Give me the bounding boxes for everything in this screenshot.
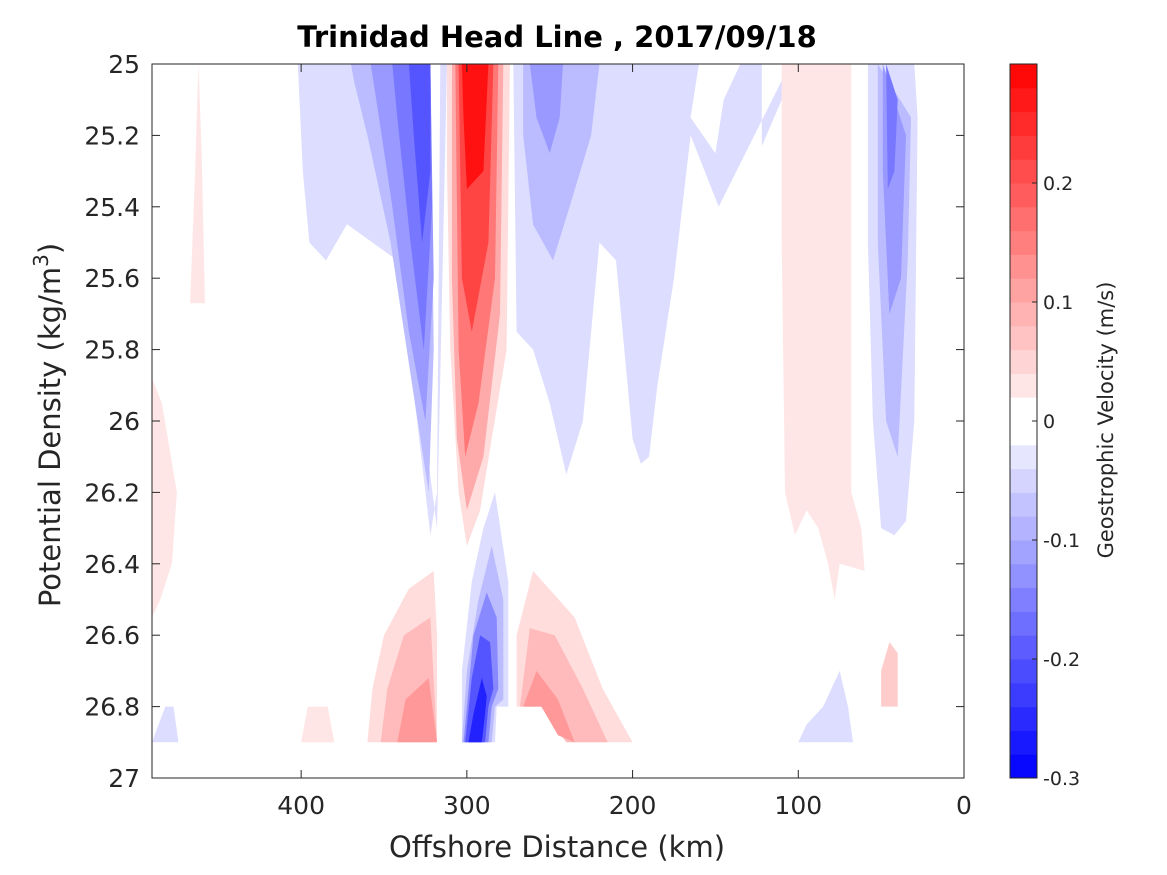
colorbar-segment: [1010, 64, 1037, 89]
contour-offshore-pos-upper: [185, 64, 205, 304]
colorbar-tick-label: 0.2: [1043, 173, 1073, 195]
contour-nearshore-neg-4: [886, 64, 898, 189]
colorbar-segment: [1010, 611, 1037, 636]
colorbar-segment: [1010, 659, 1037, 684]
colorbar-tick-label: -0.1: [1043, 530, 1080, 552]
x-tick-label: 0: [956, 791, 972, 820]
colorbar-segment: [1010, 230, 1037, 255]
colorbar-segment: [1010, 135, 1037, 160]
plot-area: [151, 63, 965, 779]
colorbar-segment: [1010, 492, 1037, 517]
y-tick-label: 27: [108, 764, 140, 793]
chart-title: Trinidad Head Line , 2017/09/18: [297, 20, 817, 54]
x-tick-label: 100: [774, 791, 822, 820]
x-tick-label: 400: [277, 791, 325, 820]
colorbar-segment: [1010, 325, 1037, 351]
y-axis-label-end: ): [33, 243, 67, 254]
contour-east-neg-3: [529, 64, 563, 154]
contour-deep-pos-e-2: [519, 628, 608, 743]
velocity-field: [152, 64, 918, 743]
colorbar-segment: [1010, 730, 1037, 755]
contour-west-neg-outer: [297, 64, 447, 536]
colorbar: -0.3 -0.2 -0.1 0 0.1 0.2: [1009, 63, 1080, 790]
contour-deep-neg-coast: [798, 670, 853, 743]
y-tick-label: 25.6: [84, 264, 140, 293]
colorbar-tick-label: -0.3: [1043, 768, 1080, 790]
contour-deep-pos-w-3: [397, 678, 437, 743]
colorbar-tick-label: 0.1: [1043, 292, 1073, 314]
y-tick-label: 25: [108, 50, 140, 79]
contour-deep-pos-e-3: [523, 670, 575, 743]
y-axis-label: Potential Density (kg/m3): [29, 243, 67, 607]
contour-deep-neg-small-1: [152, 706, 179, 743]
colorbar-segment: [1010, 349, 1037, 374]
contour-coastal-pos: [781, 64, 865, 600]
x-axis-label: Offshore Distance (km): [389, 830, 725, 864]
y-tick-label: 26: [108, 407, 140, 436]
y-tick-label: 26.8: [84, 693, 140, 722]
colorbar-segment: [1010, 159, 1037, 184]
colorbar-segment: [1010, 206, 1037, 232]
colorbar-segment: [1010, 587, 1037, 612]
contour-east-neg-outer: [513, 64, 790, 475]
colorbar-segment: [1010, 516, 1037, 541]
colorbar-segment: [1010, 254, 1037, 279]
colorbar-segment: [1010, 540, 1037, 565]
colorbar-segment: [1010, 183, 1037, 208]
contour-deep-neg-4: [465, 635, 494, 743]
colorbar-segment: [1010, 421, 1037, 446]
y-axis-ticks: 25 25.2 25.4 25.6 25.8 26 26.2 26.4 26.6 26.8 27: [84, 50, 964, 793]
colorbar-tick-label: -0.2: [1043, 649, 1080, 671]
colorbar-segment: [1010, 397, 1037, 422]
colorbar-segment: [1010, 468, 1037, 493]
y-axis-label-sup: 3: [29, 254, 53, 267]
y-tick-label: 26.6: [84, 621, 140, 650]
y-axis-label-base: Potential Density (kg/m: [33, 267, 67, 607]
contour-deep-pos-small-1: [301, 706, 335, 743]
contour-jet-5: [461, 64, 489, 189]
y-tick-label: 26.4: [84, 550, 140, 579]
y-tick-label: 25.8: [84, 336, 140, 365]
contour-deep-neg-5: [468, 678, 487, 743]
colorbar-segment: [1010, 754, 1037, 779]
colorbar-segment: [1010, 635, 1037, 660]
colorbar-segment: [1010, 302, 1037, 327]
y-tick-label: 26.2: [84, 478, 140, 507]
contour-west-neg-5: [408, 64, 431, 243]
x-axis-ticks: 400 300 200 100 0: [277, 64, 972, 820]
colorbar-segment: [1010, 87, 1037, 113]
colorbar-label: Geostrophic Velocity (m/s): [1094, 282, 1118, 559]
contour-offshore-pos-deep: [152, 378, 177, 618]
y-tick-label: 25.4: [84, 193, 140, 222]
colorbar-segment: [1010, 373, 1037, 398]
y-tick-label: 25.2: [84, 121, 140, 150]
contour-deep-pos-coast: [881, 642, 898, 707]
colorbar-tick-label: 0: [1043, 411, 1055, 433]
x-tick-label: 300: [443, 791, 491, 820]
colorbar-segment: [1010, 444, 1037, 470]
colorbar-segment: [1010, 111, 1037, 136]
colorbar-segment: [1010, 563, 1037, 589]
x-tick-label: 200: [609, 791, 657, 820]
colorbar-segment: [1010, 682, 1037, 708]
colorbar-segment: [1010, 706, 1037, 731]
colorbar-segment: [1010, 278, 1037, 303]
